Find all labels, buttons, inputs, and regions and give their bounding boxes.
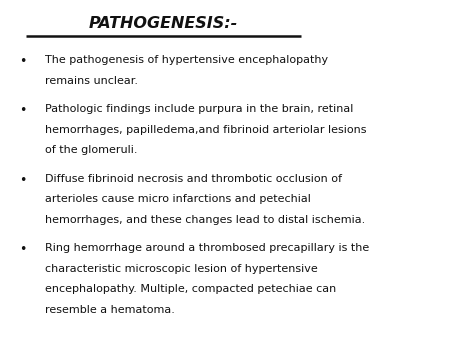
Text: The pathogenesis of hypertensive encephalopathy: The pathogenesis of hypertensive encepha… — [45, 55, 328, 65]
Text: PATHOGENESIS:-: PATHOGENESIS:- — [89, 16, 238, 31]
Text: Ring hemorrhage around a thrombosed precapillary is the: Ring hemorrhage around a thrombosed prec… — [45, 243, 369, 253]
Text: arterioles cause micro infarctions and petechial: arterioles cause micro infarctions and p… — [45, 194, 311, 204]
Text: hemorrhages, and these changes lead to distal ischemia.: hemorrhages, and these changes lead to d… — [45, 215, 365, 225]
Text: remains unclear.: remains unclear. — [45, 76, 138, 86]
Text: •: • — [19, 104, 27, 117]
Text: resemble a hematoma.: resemble a hematoma. — [45, 305, 175, 315]
Text: encephalopathy. Multiple, compacted petechiae can: encephalopathy. Multiple, compacted pete… — [45, 284, 336, 294]
Text: Diffuse fibrinoid necrosis and thrombotic occlusion of: Diffuse fibrinoid necrosis and thromboti… — [45, 174, 342, 184]
Text: Pathologic findings include purpura in the brain, retinal: Pathologic findings include purpura in t… — [45, 104, 354, 114]
Text: •: • — [19, 243, 27, 256]
Text: •: • — [19, 174, 27, 187]
Text: characteristic microscopic lesion of hypertensive: characteristic microscopic lesion of hyp… — [45, 264, 318, 274]
Text: of the glomeruli.: of the glomeruli. — [45, 145, 137, 155]
Text: hemorrhages, papilledema,and fibrinoid arteriolar lesions: hemorrhages, papilledema,and fibrinoid a… — [45, 125, 366, 135]
Text: •: • — [19, 55, 27, 68]
